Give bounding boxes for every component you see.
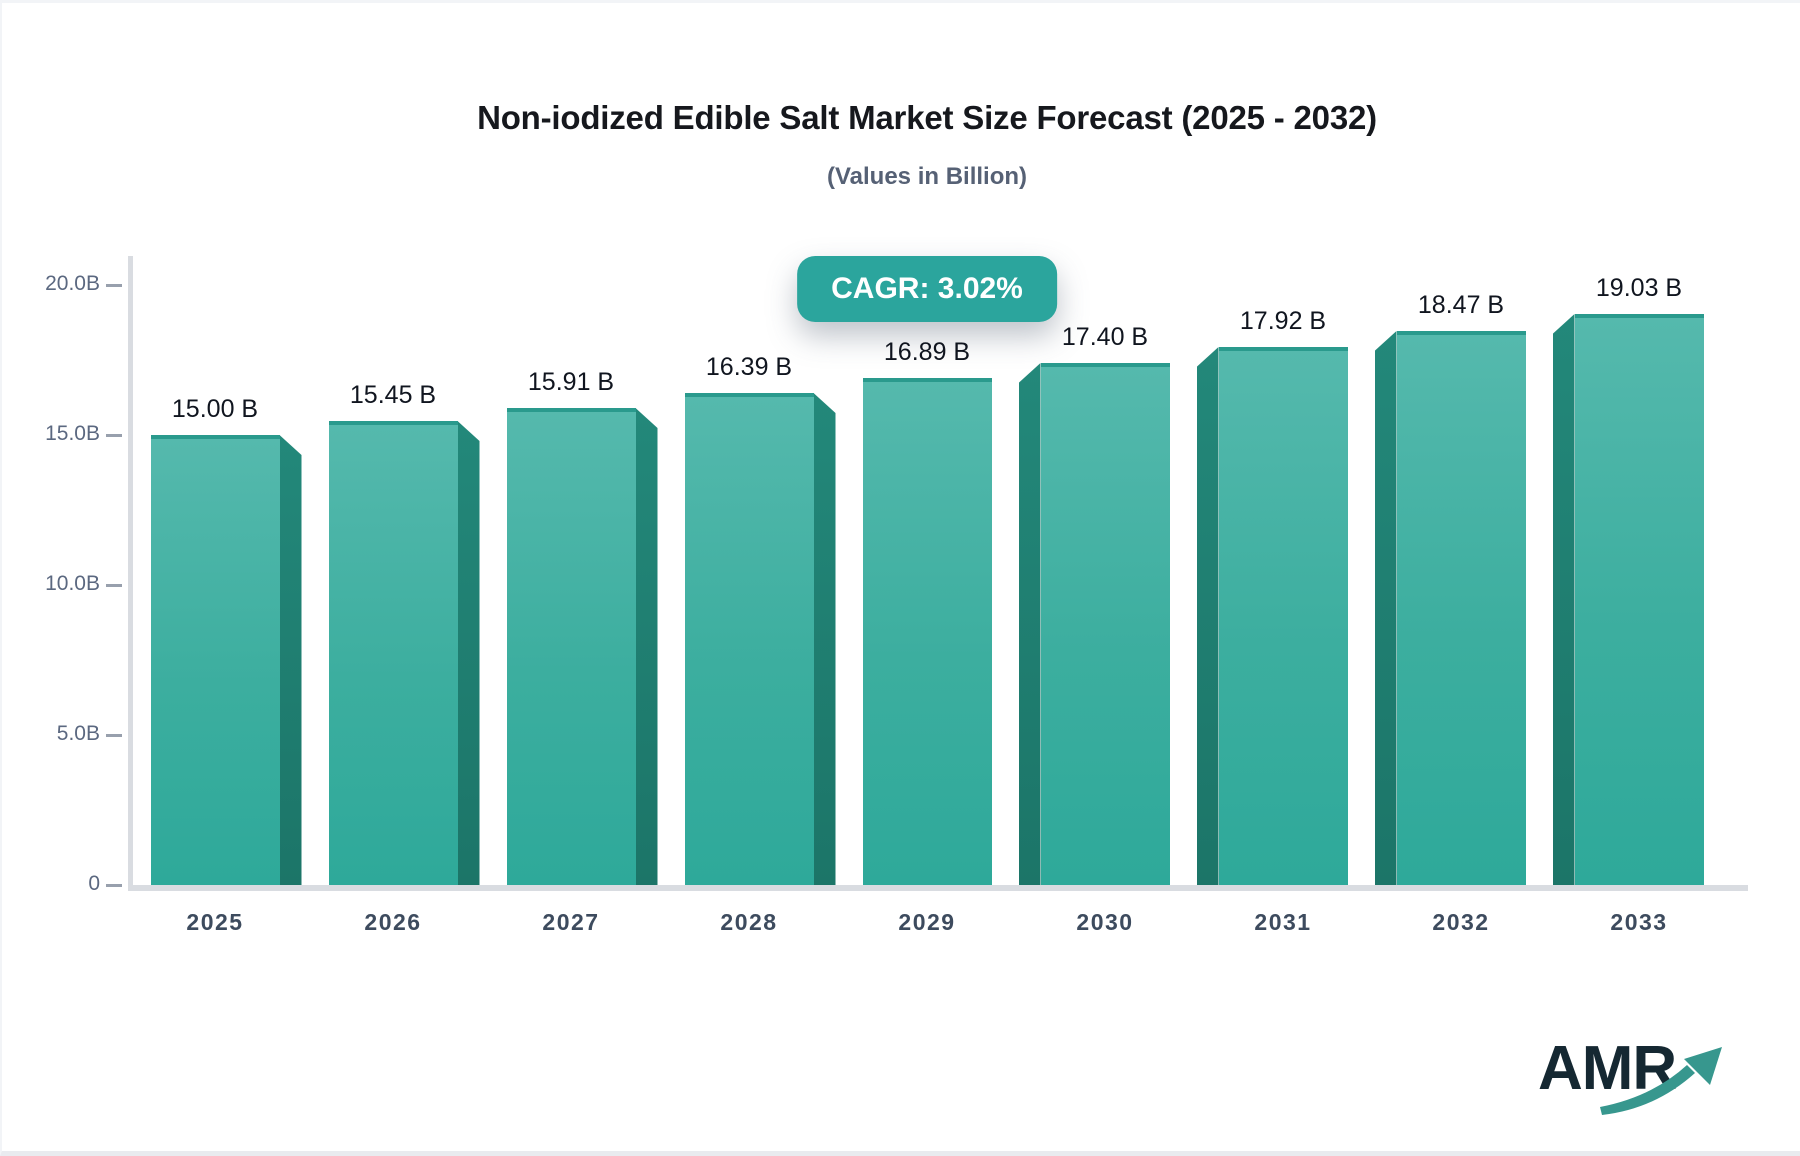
bar-2026 [328,421,458,885]
y-tick-mark [106,584,122,587]
x-tick-label: 2030 [1076,909,1134,935]
bar-value-label: 18.47 B [1417,291,1505,319]
bar-side-2032 [1374,331,1397,885]
bar-value-label: 19.03 B [1595,274,1683,302]
x-tick-label: 2032 [1432,909,1490,935]
x-axis-line [128,885,1748,891]
bar-side-2030 [1018,363,1041,885]
bar-value-label: 15.00 B [171,395,259,423]
bar-value-label: 16.39 B [705,353,793,381]
y-tick-label: 20.0B [45,272,100,295]
bar-side-2025 [279,435,302,885]
bar-2029 [862,378,992,885]
bar-2032 [1396,331,1526,885]
bar-side-2033 [1552,314,1575,885]
x-tick-label: 2027 [542,909,600,935]
x-tick-label: 2028 [720,909,778,935]
x-tick-label: 2025 [186,909,244,935]
bar-value-label: 15.45 B [349,381,437,409]
x-tick-label: 2026 [364,909,422,935]
bar-2027 [506,408,636,885]
chart-title: Non-iodized Edible Salt Market Size Fore… [477,99,1377,136]
bar-side-2028 [813,393,836,885]
y-tick-mark [106,734,122,737]
bar-side-2027 [635,408,658,885]
y-tick-label: 5.0B [56,722,100,745]
bar-side-2026 [457,421,480,885]
bar-value-label: 15.91 B [527,368,615,396]
bar-value-label: 16.89 B [883,338,971,366]
bar-value-label: 17.92 B [1239,307,1327,335]
x-tick-label: 2029 [898,909,956,935]
bar-2030 [1040,363,1170,885]
bar-2025 [150,435,280,885]
bar-value-label: 17.40 B [1061,323,1149,351]
y-tick-mark [106,284,122,287]
y-tick-label: 0 [88,872,100,895]
y-tick-mark [106,884,122,887]
bar-side-2031 [1196,347,1219,885]
amr-logo: AMR [1538,1033,1748,1123]
x-tick-label: 2031 [1254,909,1312,935]
y-tick-label: 10.0B [45,572,100,595]
chart-subtitle: (Values in Billion) [826,163,1028,190]
bar-2033 [1574,314,1704,885]
cagr-badge: CAGR: 3.02% [797,256,1057,322]
y-axis-line [128,256,133,888]
growth-arrow-icon [1600,1047,1722,1115]
y-tick-label: 15.0B [45,422,100,445]
bar-2028 [684,393,814,885]
y-tick-mark [106,434,122,437]
bar-2031 [1218,347,1348,885]
x-tick-label: 2033 [1610,909,1668,935]
